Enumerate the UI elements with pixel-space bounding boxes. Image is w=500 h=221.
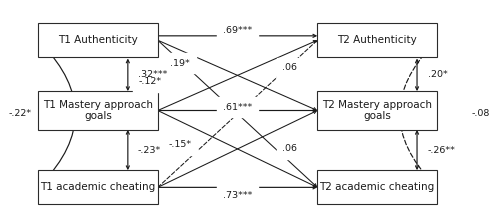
FancyBboxPatch shape [318,23,437,57]
FancyArrowPatch shape [158,186,316,189]
Text: -.26**: -.26** [428,146,456,154]
Text: -.23*: -.23* [138,146,161,154]
FancyBboxPatch shape [38,23,158,57]
Text: T2 Authenticity: T2 Authenticity [338,35,417,45]
Text: .06: .06 [282,145,298,153]
FancyBboxPatch shape [38,91,158,130]
Text: .69***: .69*** [223,26,252,35]
Text: -.08: -.08 [471,109,490,118]
FancyArrowPatch shape [158,110,316,187]
FancyArrowPatch shape [416,131,418,169]
Text: T2 academic cheating: T2 academic cheating [320,182,435,192]
Text: .20*: .20* [428,70,448,79]
FancyArrowPatch shape [400,44,433,183]
Text: .19*: .19* [170,59,190,68]
Text: T1 Authenticity: T1 Authenticity [58,35,138,45]
Text: .73***: .73*** [223,191,252,200]
FancyBboxPatch shape [318,170,437,204]
Text: T1 academic cheating: T1 academic cheating [40,182,156,192]
FancyArrowPatch shape [158,40,316,110]
FancyArrowPatch shape [158,109,316,112]
Text: T2 Mastery approach
goals: T2 Mastery approach goals [322,100,432,121]
FancyArrowPatch shape [158,41,316,187]
FancyArrowPatch shape [158,40,316,110]
Text: .61***: .61*** [223,103,252,112]
FancyArrowPatch shape [158,40,316,187]
Text: -.15*: -.15* [168,140,192,149]
FancyBboxPatch shape [38,170,158,204]
Text: .32***: .32*** [138,70,167,79]
Text: -.22*: -.22* [8,109,31,118]
FancyArrowPatch shape [126,131,130,169]
Text: .06: .06 [282,63,298,72]
Text: T1 Mastery approach
goals: T1 Mastery approach goals [43,100,153,121]
FancyArrowPatch shape [158,34,316,37]
FancyArrowPatch shape [158,111,316,187]
FancyArrowPatch shape [126,60,130,90]
FancyBboxPatch shape [318,91,437,130]
FancyArrowPatch shape [416,60,418,90]
Text: -.12*: -.12* [138,77,162,86]
FancyArrowPatch shape [42,44,76,183]
